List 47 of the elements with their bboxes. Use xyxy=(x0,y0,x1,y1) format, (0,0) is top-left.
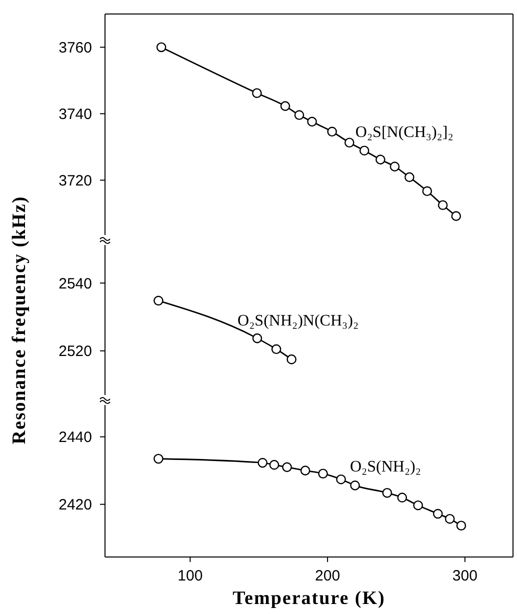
point xyxy=(252,88,262,98)
point xyxy=(350,480,360,490)
point xyxy=(456,520,466,530)
series-label: O₂S[N(CH₃)₂]₂ xyxy=(355,124,454,142)
y-tick-label: 2420 xyxy=(58,496,92,514)
point xyxy=(307,116,317,127)
point xyxy=(154,296,164,306)
point xyxy=(432,508,443,519)
point xyxy=(382,488,392,498)
point xyxy=(258,458,268,468)
point xyxy=(280,101,290,111)
point xyxy=(252,333,262,344)
x-axis-title: Temperature (K) xyxy=(232,588,386,609)
y-tick-label: 2440 xyxy=(58,429,92,446)
point xyxy=(451,211,462,221)
point xyxy=(404,172,414,182)
point xyxy=(336,474,346,484)
series-label: O₂S(NH₂)₂ xyxy=(350,458,421,476)
point xyxy=(359,146,370,156)
point xyxy=(390,162,400,172)
point xyxy=(438,200,448,210)
y-tick-label: 3760 xyxy=(58,40,92,57)
point xyxy=(376,154,386,164)
point xyxy=(413,500,423,510)
x-tick-label: 100 xyxy=(178,568,203,585)
point xyxy=(282,462,292,472)
x-tick-label: 200 xyxy=(315,568,340,585)
point xyxy=(154,454,164,464)
point xyxy=(294,110,304,120)
x-tick-label: 300 xyxy=(452,568,478,585)
y-tick-label: 3720 xyxy=(58,172,92,190)
y-tick-label: 3740 xyxy=(58,106,92,124)
y-tick-label: 2520 xyxy=(58,343,92,360)
series-label: O₂S(NH₂)N(CH₃)₂ xyxy=(238,312,359,330)
point xyxy=(156,42,166,52)
point xyxy=(318,468,328,479)
y-tick-label: 2540 xyxy=(58,275,92,292)
point xyxy=(444,514,455,524)
point xyxy=(422,186,432,196)
point xyxy=(269,460,280,470)
point xyxy=(286,354,296,364)
point xyxy=(344,138,354,148)
point xyxy=(271,344,282,354)
point xyxy=(397,492,408,502)
point xyxy=(327,126,337,137)
point xyxy=(300,466,310,476)
y-axis-title: Resonance frequency (kHz) xyxy=(9,196,31,444)
